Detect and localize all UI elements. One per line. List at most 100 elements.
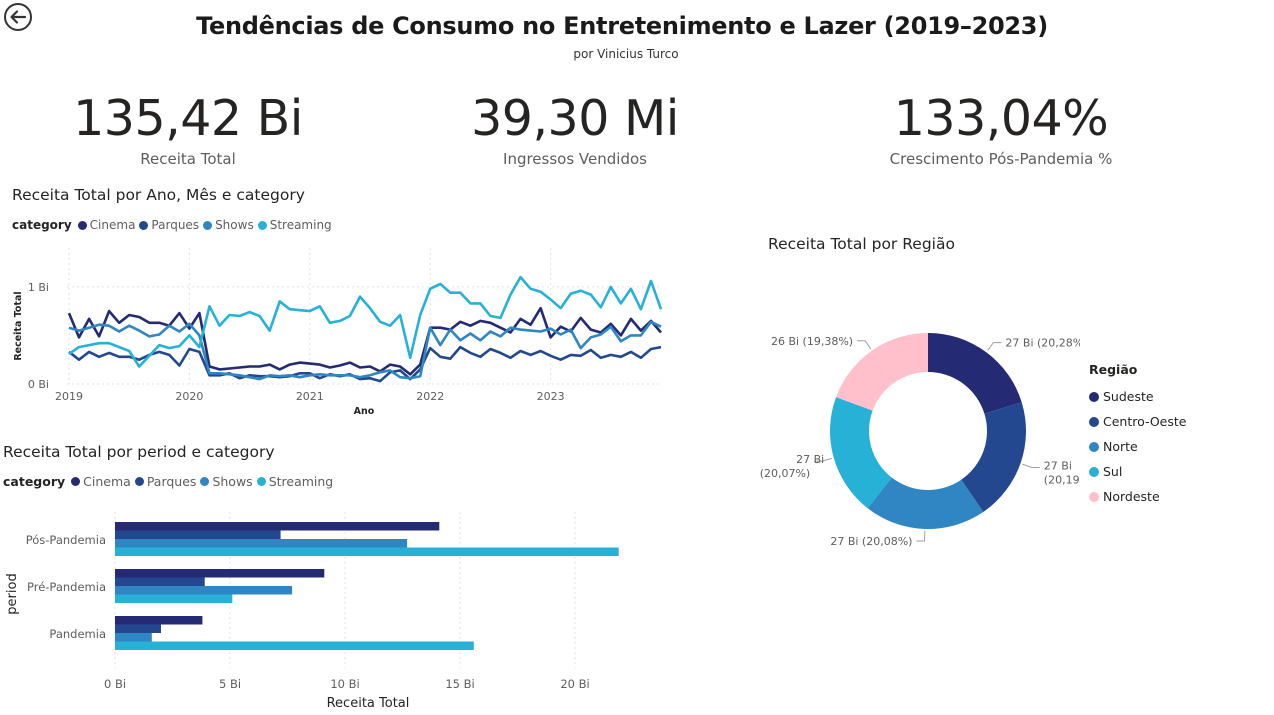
legend-item-cinema[interactable]: Cinema	[77, 218, 135, 232]
page-subtitle: por Vinicius Turco	[573, 47, 679, 61]
legend-title: Região	[1089, 362, 1138, 377]
leader-line	[1022, 463, 1040, 468]
kpi-label: Ingressos Vendidos	[503, 150, 647, 168]
bar-parques	[115, 530, 281, 539]
legend-dot	[1089, 441, 1099, 452]
legend-item-streaming[interactable]: Streaming	[256, 474, 333, 489]
legend-dot	[139, 220, 149, 230]
x-axis-label: Ano	[354, 406, 375, 417]
kpi-label: Receita Total	[140, 150, 236, 168]
legend-item-parques[interactable]: Parques	[134, 474, 196, 489]
slice-label: 27 Bi	[1044, 459, 1072, 472]
series-line-parques	[68, 345, 662, 383]
leader-line	[857, 340, 872, 350]
leader-line	[916, 530, 926, 542]
x-axis-label: Receita Total	[327, 696, 410, 711]
legend-dot	[257, 220, 267, 230]
kpi-value: 133,04%	[893, 90, 1109, 147]
kpi-card-crescimento[interactable]: 133,04% Crescimento Pós-Pandemia %	[870, 90, 1132, 168]
slice-label-pct: (20,07%)	[760, 467, 810, 480]
bar-cinema	[115, 569, 325, 578]
slice-label: 26 Bi (19,38%)	[771, 335, 853, 348]
kpi-label: Crescimento Pós-Pandemia %	[889, 150, 1113, 168]
kpi-card-receita-total[interactable]: 135,42 Bi Receita Total	[60, 90, 316, 168]
x-tick-label: 2023	[537, 390, 565, 403]
legend-item-norte[interactable]: Norte	[1089, 434, 1186, 459]
donut-slice-centro-oeste	[961, 402, 1026, 512]
category-label: Pré-Pandemia	[27, 580, 106, 594]
bar-cinema	[115, 522, 440, 531]
bar-chart-legend: category Cinema Parques Shows Streaming	[3, 474, 337, 489]
legend-dot	[1089, 391, 1099, 402]
category-label: Pós-Pandemia	[26, 533, 106, 547]
legend-item-nordeste[interactable]: Nordeste	[1089, 484, 1186, 509]
legend-dot	[203, 220, 213, 230]
donut-slice-norte	[867, 477, 984, 529]
x-tick-label: 5 Bi	[219, 677, 241, 691]
x-tick-label: 15 Bi	[445, 677, 474, 691]
donut-slice-sul	[830, 397, 892, 509]
series-line-streaming	[68, 275, 663, 368]
back-arrow-icon[interactable]	[3, 2, 33, 32]
x-tick-label: 2022	[416, 390, 444, 403]
legend-dot	[1089, 466, 1099, 477]
legend-item-streaming[interactable]: Streaming	[257, 218, 332, 232]
slice-label: 27 Bi (20,28%)	[1005, 337, 1080, 350]
donut-chart-title: Receita Total por Região	[768, 235, 955, 253]
legend-item-shows[interactable]: Shows	[200, 474, 253, 489]
category-label: Pandemia	[49, 627, 106, 641]
legend-title: category	[3, 474, 66, 489]
line-chart-title: Receita Total por Ano, Mês e category	[12, 186, 305, 204]
legend-item-cinema[interactable]: Cinema	[71, 474, 131, 489]
page-title: Tendências de Consumo no Entretenimento …	[196, 12, 1048, 40]
leader-line	[814, 457, 832, 462]
donut-chart[interactable]: 27 Bi (20,28%)27 Bi(20,19%)27 Bi (20,08%…	[760, 300, 1080, 560]
bar-parques	[115, 577, 205, 586]
y-tick-label: 1 Bi	[28, 281, 49, 294]
bar-cinema	[115, 616, 203, 625]
bar-shows	[115, 539, 408, 548]
bar-streaming	[115, 547, 619, 556]
legend-title: category	[12, 218, 72, 232]
bar-shows	[115, 633, 152, 642]
bar-streaming	[115, 594, 233, 603]
bar-chart[interactable]: 0 Bi 5 Bi 10 Bi 15 Bi 20 Bi Receita Total peri…	[0, 500, 640, 715]
bar-streaming	[115, 641, 474, 650]
legend-item-centro-oeste[interactable]: Centro-Oeste	[1089, 409, 1186, 434]
bar-parques	[115, 624, 161, 633]
y-axis-label: Receita Total	[13, 291, 24, 360]
x-tick-label: 20 Bi	[560, 677, 589, 691]
legend-dot	[256, 477, 266, 486]
x-tick-label: 10 Bi	[330, 677, 359, 691]
x-tick-label: 0 Bi	[104, 677, 126, 691]
x-tick-label: 2021	[296, 390, 324, 403]
kpi-value: 135,42 Bi	[73, 90, 303, 147]
donut-slice-sudeste	[928, 333, 1022, 414]
kpi-value: 39,30 Mi	[471, 90, 679, 147]
legend-dot	[1089, 416, 1099, 427]
legend-dot	[134, 477, 144, 486]
x-tick-label: 2019	[55, 390, 83, 403]
bar-chart-title: Receita Total por period e category	[3, 443, 275, 461]
line-chart[interactable]: 2019 2020 2021 2022 2023 0 Bi 1 Bi Ano Receita T…	[0, 238, 680, 428]
kpi-card-ingressos-vendidos[interactable]: 39,30 Mi Ingressos Vendidos	[445, 90, 705, 168]
y-tick-label: 0 Bi	[28, 378, 49, 391]
legend-dot	[77, 220, 87, 230]
legend-dot	[1089, 491, 1099, 502]
legend-item-shows[interactable]: Shows	[203, 218, 254, 232]
legend-item-parques[interactable]: Parques	[139, 218, 199, 232]
slice-label: 27 Bi (20,08%)	[830, 535, 912, 548]
y-axis-label: period	[5, 573, 20, 614]
legend-dot	[71, 477, 81, 486]
leader-line	[987, 342, 1002, 351]
line-chart-legend: category Cinema Parques Shows Streaming	[12, 218, 336, 232]
donut-slice-nordeste	[836, 333, 928, 411]
bar-shows	[115, 586, 293, 595]
legend-item-sul[interactable]: Sul	[1089, 459, 1186, 484]
legend-item-sudeste[interactable]: Sudeste	[1089, 384, 1186, 409]
series-line-cinema	[67, 306, 662, 376]
slice-label: 27 Bi	[796, 453, 824, 466]
legend-dot	[200, 477, 210, 486]
slice-label-pct: (20,19%)	[1044, 473, 1080, 486]
region-legend: Região Sudeste Centro-Oeste Norte Sul No…	[1089, 362, 1186, 509]
